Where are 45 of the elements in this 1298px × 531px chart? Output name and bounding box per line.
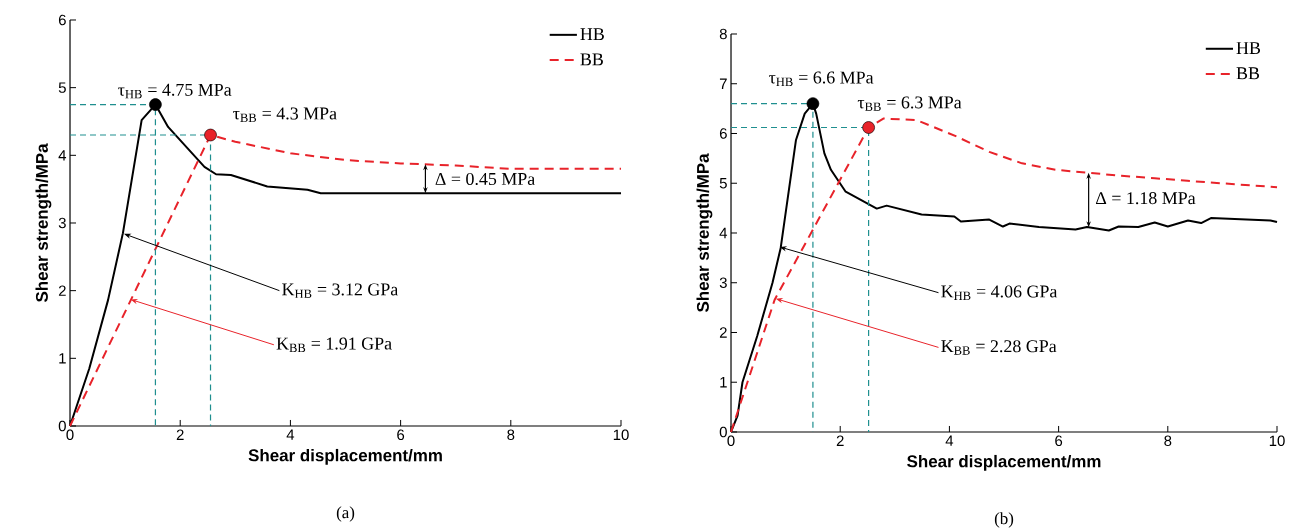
y-tick-label: 4 [58, 150, 67, 161]
legend-label: BB [580, 53, 603, 66]
y-tick-label: 1 [59, 353, 66, 364]
x-tick-label: 10 [1269, 435, 1285, 447]
y-tick-label: 4 [719, 227, 728, 239]
y-tick-label: 3 [58, 217, 66, 229]
x-tick-label: 8 [1164, 435, 1172, 447]
x-tick-label: 6 [397, 429, 405, 441]
annotation: τ$_{HB}$ = 4.75 MPa [118, 83, 232, 99]
x-tick-label: 2 [836, 435, 844, 446]
x-tick-label: 2 [176, 429, 184, 440]
y-tick-label: 8 [719, 28, 727, 40]
x-tick-label: 4 [286, 429, 295, 440]
annotation: K$_{BB}$ = 2.28 GPa [941, 340, 1057, 355]
text: (b) [994, 512, 1014, 528]
x-axis-title: Shear displacement/mm [248, 448, 442, 465]
x-tick-label: 4 [945, 435, 954, 446]
y-tick-label: 2 [719, 327, 727, 338]
y-tick-label: 2 [58, 285, 66, 296]
annotation: τ$_{HB}$ = 6.6 MPa [768, 71, 874, 86]
x-tick-label: 8 [507, 429, 515, 441]
y-tick-label: 5 [58, 82, 66, 93]
y-tick-label: 0 [58, 420, 66, 432]
x-tick-label: 10 [613, 429, 629, 441]
annotation: K$_{HB}$ = 3.12 GPa [282, 283, 399, 298]
y-tick-label: 1 [720, 377, 727, 388]
x-axis-title: Shear displacement/mm [907, 454, 1101, 471]
y-tick-label: 5 [719, 178, 727, 189]
annotation: τ$_{BB}$ = 4.3 MPa [233, 107, 337, 122]
y-axis-title: Shear strength/MPa [35, 143, 52, 303]
y-tick-label: 7 [719, 78, 727, 89]
annotation: K$_{HB}$ = 4.06 GPa [941, 285, 1058, 300]
annotation: τ$_{BB}$ = 6.3 MPa [857, 96, 962, 111]
y-tick-label: 3 [719, 277, 727, 289]
annotation: Δ = 1.18 MPa [1095, 192, 1196, 205]
y-axis-title: Shear strength/MPa [696, 153, 713, 313]
annotation: K$_{BB}$ = 1.91 GPa [276, 337, 392, 353]
legend-label: BB [1236, 67, 1260, 80]
legend-label: HB [1236, 42, 1261, 54]
y-tick-label: 6 [719, 128, 727, 139]
text: (a) [336, 506, 355, 522]
x-tick-label: 6 [1055, 435, 1063, 447]
legend-label: HB [580, 28, 604, 41]
y-tick-label: 6 [58, 14, 66, 26]
annotation: Δ = 0.45 MPa [435, 172, 535, 186]
